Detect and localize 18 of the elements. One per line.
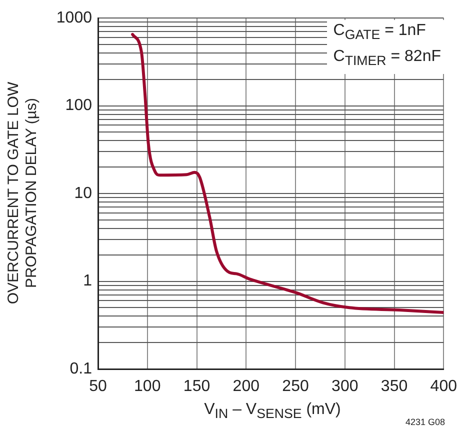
y-tick-label: 1000 xyxy=(56,9,92,26)
x-tick-label: 350 xyxy=(380,378,408,396)
y-axis-title: OVERCURRENT TO GATE LOW PROPAGATION DELAY (µs) xyxy=(5,82,41,304)
text: 4231 G08 xyxy=(405,417,445,427)
annotation: C$_{TIMER}$ = 82nF xyxy=(333,48,441,68)
x-tick-label: 150 xyxy=(183,378,210,396)
x-tick-label: 200 xyxy=(232,378,260,396)
x-tick-label: 100 xyxy=(134,378,161,396)
y-tick-label: 0.1 xyxy=(70,360,92,378)
y-tick-label: 10 xyxy=(74,184,92,202)
x-tick-label: 300 xyxy=(332,378,358,396)
annotation: C$_{GATE}$ = 1nF xyxy=(333,22,426,42)
x-tick-label: 250 xyxy=(282,378,309,396)
y-tick-label: 100 xyxy=(65,97,92,114)
x-axis-title: V$_{IN}$ – V$_{SENSE}$ (mV) xyxy=(204,401,341,422)
x-tick-label: 400 xyxy=(430,378,458,396)
y-tick-label: 1 xyxy=(83,272,92,290)
x-tick-label: 50 xyxy=(89,378,107,396)
